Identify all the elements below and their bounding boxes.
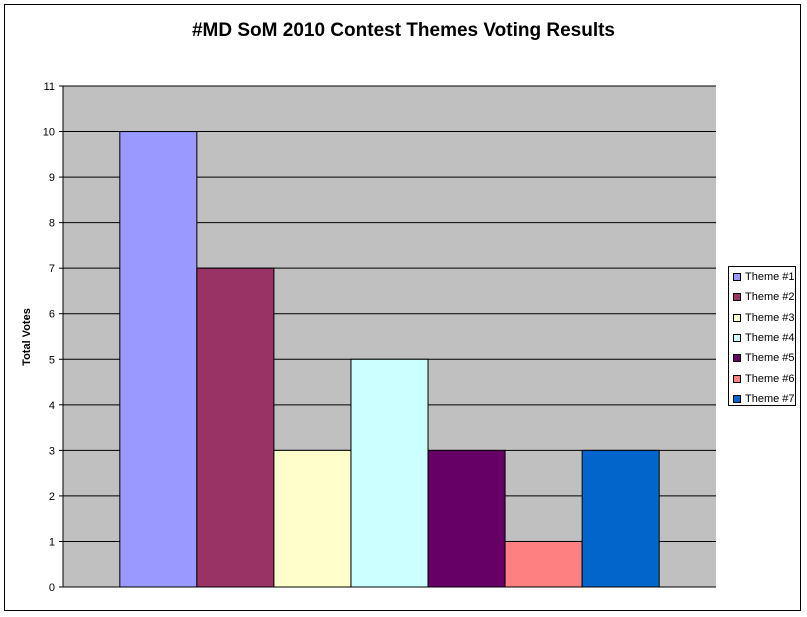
legend-item: Theme #4 <box>733 331 795 345</box>
y-tick-label: 7 <box>49 263 55 275</box>
legend-item: Theme #5 <box>733 351 795 365</box>
legend-swatch <box>733 313 741 322</box>
legend-swatch <box>733 273 741 281</box>
bar-theme-5 <box>427 449 506 588</box>
legend-swatch <box>733 333 741 342</box>
bar-theme-1 <box>119 131 198 588</box>
legend-item: Theme #1 <box>733 270 795 284</box>
legend: Theme #1 Theme #2 Theme #3 Theme #4 Theme #5… <box>728 266 796 406</box>
bar-theme-6 <box>504 540 583 588</box>
y-tick-label: 5 <box>49 354 55 366</box>
bar-theme-2 <box>196 267 275 588</box>
chart-title: #MD SoM 2010 Contest Themes Voting Resul… <box>191 20 615 41</box>
legend-item: Theme #3 <box>733 311 795 325</box>
y-tick-label: 1 <box>49 536 55 548</box>
legend-item: Theme #2 <box>733 290 795 304</box>
bar-theme-4 <box>350 358 429 588</box>
y-tick-label: 6 <box>49 309 55 321</box>
legend-swatch <box>733 374 741 383</box>
legend-item: Theme #7 <box>733 392 795 406</box>
legend-item: Theme #6 <box>733 372 795 386</box>
y-tick-label: 8 <box>49 218 55 230</box>
bar-theme-3 <box>273 449 352 588</box>
y-tick-label: 0 <box>49 582 55 594</box>
y-tick-label: 4 <box>49 400 55 412</box>
legend-label: Theme #4 <box>745 331 795 344</box>
y-tick-label: 9 <box>49 172 55 184</box>
legend-label: Theme #1 <box>745 271 795 283</box>
legend-swatch <box>733 293 741 302</box>
legend-swatch <box>733 354 741 363</box>
legend-label: Theme #6 <box>745 372 795 385</box>
legend-label: Theme #7 <box>745 392 795 405</box>
legend-swatch <box>733 394 741 403</box>
y-tick-label: 3 <box>49 445 55 457</box>
y-tick-label: 11 <box>44 81 55 93</box>
legend-label: Theme #3 <box>745 311 795 324</box>
y-tick-label: 2 <box>49 491 55 503</box>
bar-theme-7 <box>581 449 660 588</box>
y-tick-label: 10 <box>43 127 55 139</box>
legend-label: Theme #5 <box>745 352 795 365</box>
legend-label: Theme #2 <box>745 291 795 304</box>
